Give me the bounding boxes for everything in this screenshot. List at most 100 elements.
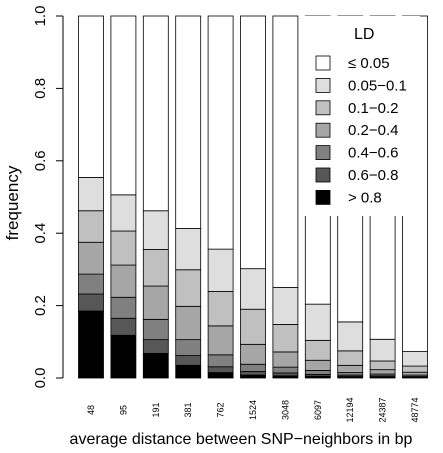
bar-segment bbox=[304, 339, 331, 361]
legend-swatch bbox=[315, 55, 331, 71]
bar-segment bbox=[240, 15, 266, 270]
x-tick-label: 48 bbox=[86, 405, 96, 415]
legend-label: 0.6−0.8 bbox=[348, 167, 398, 184]
legend-swatch bbox=[315, 78, 331, 93]
y-tick-label: 0.6 bbox=[32, 150, 49, 171]
legend-swatch bbox=[315, 167, 331, 183]
x-tick-label: 24387 bbox=[378, 397, 388, 422]
legend-label: 0.2−0.4 bbox=[348, 122, 398, 139]
bar-segment bbox=[207, 325, 234, 356]
bar-segment bbox=[240, 371, 266, 376]
bar-segment bbox=[207, 372, 234, 379]
y-axis-label: frequency bbox=[3, 165, 22, 240]
bar-segment bbox=[78, 293, 104, 312]
legend-label: 0.4−0.6 bbox=[348, 145, 398, 162]
x-tick-label: 95 bbox=[118, 405, 128, 415]
bar-segment bbox=[369, 360, 396, 371]
bar-segment bbox=[78, 210, 104, 243]
y-tick-label: 0.2 bbox=[32, 295, 49, 316]
y-tick-label: 1.0 bbox=[32, 6, 49, 27]
bar-segment bbox=[175, 355, 202, 366]
bar-segment bbox=[240, 308, 266, 345]
bar-segment bbox=[110, 264, 137, 298]
x-tick-labels: 48 95 191 381 762 1524 3048 6097 12194 24387 48774 bbox=[86, 397, 420, 422]
bar-segment bbox=[175, 339, 202, 356]
bar-segment bbox=[142, 210, 169, 250]
bar-segment bbox=[110, 15, 137, 196]
bar-segment bbox=[142, 15, 169, 212]
x-axis-label: average distance between SNP−neighbors i… bbox=[70, 431, 413, 448]
y-tick-label: 0.0 bbox=[32, 368, 49, 389]
bar-segment bbox=[142, 249, 169, 287]
bar-segment bbox=[240, 343, 266, 365]
bar-segment bbox=[369, 338, 396, 362]
bar-segment bbox=[337, 321, 364, 352]
bar-segment bbox=[240, 363, 266, 372]
bar-segment bbox=[175, 228, 202, 271]
y-tick-label: 0.8 bbox=[32, 78, 49, 99]
bar-segment bbox=[337, 350, 364, 366]
bar-segment bbox=[207, 366, 234, 373]
legend-label: ≤ 0.05 bbox=[348, 55, 390, 72]
bar-segment bbox=[272, 287, 299, 325]
bar-segment bbox=[142, 339, 169, 354]
bar-segment bbox=[272, 372, 299, 377]
bar-segment bbox=[78, 15, 104, 178]
bar-segment bbox=[272, 366, 299, 374]
x-tick-label: 48774 bbox=[410, 397, 420, 422]
bar-segment bbox=[402, 351, 428, 367]
bar-segment bbox=[78, 241, 104, 275]
legend-label: 0.05−0.1 bbox=[348, 77, 407, 94]
x-tick-label: 6097 bbox=[313, 400, 323, 420]
x-tick-label: 3048 bbox=[280, 400, 290, 420]
bar-segment bbox=[142, 352, 169, 379]
x-tick-label: 381 bbox=[183, 402, 193, 417]
bar-segment bbox=[304, 303, 331, 341]
bar-segment bbox=[240, 374, 266, 379]
bar-segment bbox=[110, 296, 137, 319]
bar-segment bbox=[240, 268, 266, 310]
legend-box bbox=[300, 16, 420, 216]
bar-segment bbox=[207, 291, 234, 327]
bar-segment bbox=[402, 371, 428, 376]
legend: LD ≤ 0.05 0.05−0.1 0.1−0.2 0.2−0.4 0.4−0.6 0.6… bbox=[300, 16, 420, 216]
bar-segment bbox=[207, 15, 234, 250]
bar-segment bbox=[110, 334, 137, 379]
bar-segment bbox=[402, 365, 428, 373]
bar-segment bbox=[78, 177, 104, 212]
bar-segment bbox=[337, 364, 364, 373]
legend-swatch bbox=[315, 189, 331, 205]
bar-segment bbox=[369, 369, 396, 375]
bar-segment bbox=[175, 364, 202, 379]
legend-label: 0.1−0.2 bbox=[348, 100, 398, 117]
y-tick-label: 0.4 bbox=[32, 223, 49, 244]
bar-segment bbox=[304, 359, 331, 371]
bar-segment bbox=[175, 305, 202, 341]
bar-segment bbox=[272, 15, 299, 288]
y-axis: 0.0 0.2 0.4 0.6 0.8 1.0 bbox=[32, 6, 64, 389]
x-tick-label: 1524 bbox=[248, 400, 258, 420]
bar-segment bbox=[272, 351, 299, 368]
x-tick-label: 191 bbox=[151, 402, 161, 417]
bar-segment bbox=[207, 248, 234, 292]
legend-label: > 0.8 bbox=[348, 189, 382, 206]
bar-segment bbox=[110, 194, 137, 232]
bar-segment bbox=[78, 273, 104, 295]
bar-segment bbox=[207, 354, 234, 368]
bar-segment bbox=[175, 269, 202, 307]
bar-segment bbox=[175, 15, 202, 229]
legend-swatch bbox=[315, 100, 331, 116]
legend-swatch bbox=[315, 122, 331, 138]
x-tick-label: 762 bbox=[216, 402, 226, 417]
bar-segment bbox=[304, 369, 331, 375]
legend-swatch bbox=[315, 145, 331, 161]
bar-segment bbox=[142, 285, 169, 320]
bar-segment bbox=[272, 324, 299, 353]
bar-segment bbox=[142, 318, 169, 341]
bar-segment bbox=[110, 230, 137, 266]
x-tick-label: 12194 bbox=[345, 397, 355, 422]
bar-segment bbox=[78, 310, 104, 379]
bar-segment bbox=[110, 317, 137, 336]
legend-title: LD bbox=[354, 26, 374, 43]
